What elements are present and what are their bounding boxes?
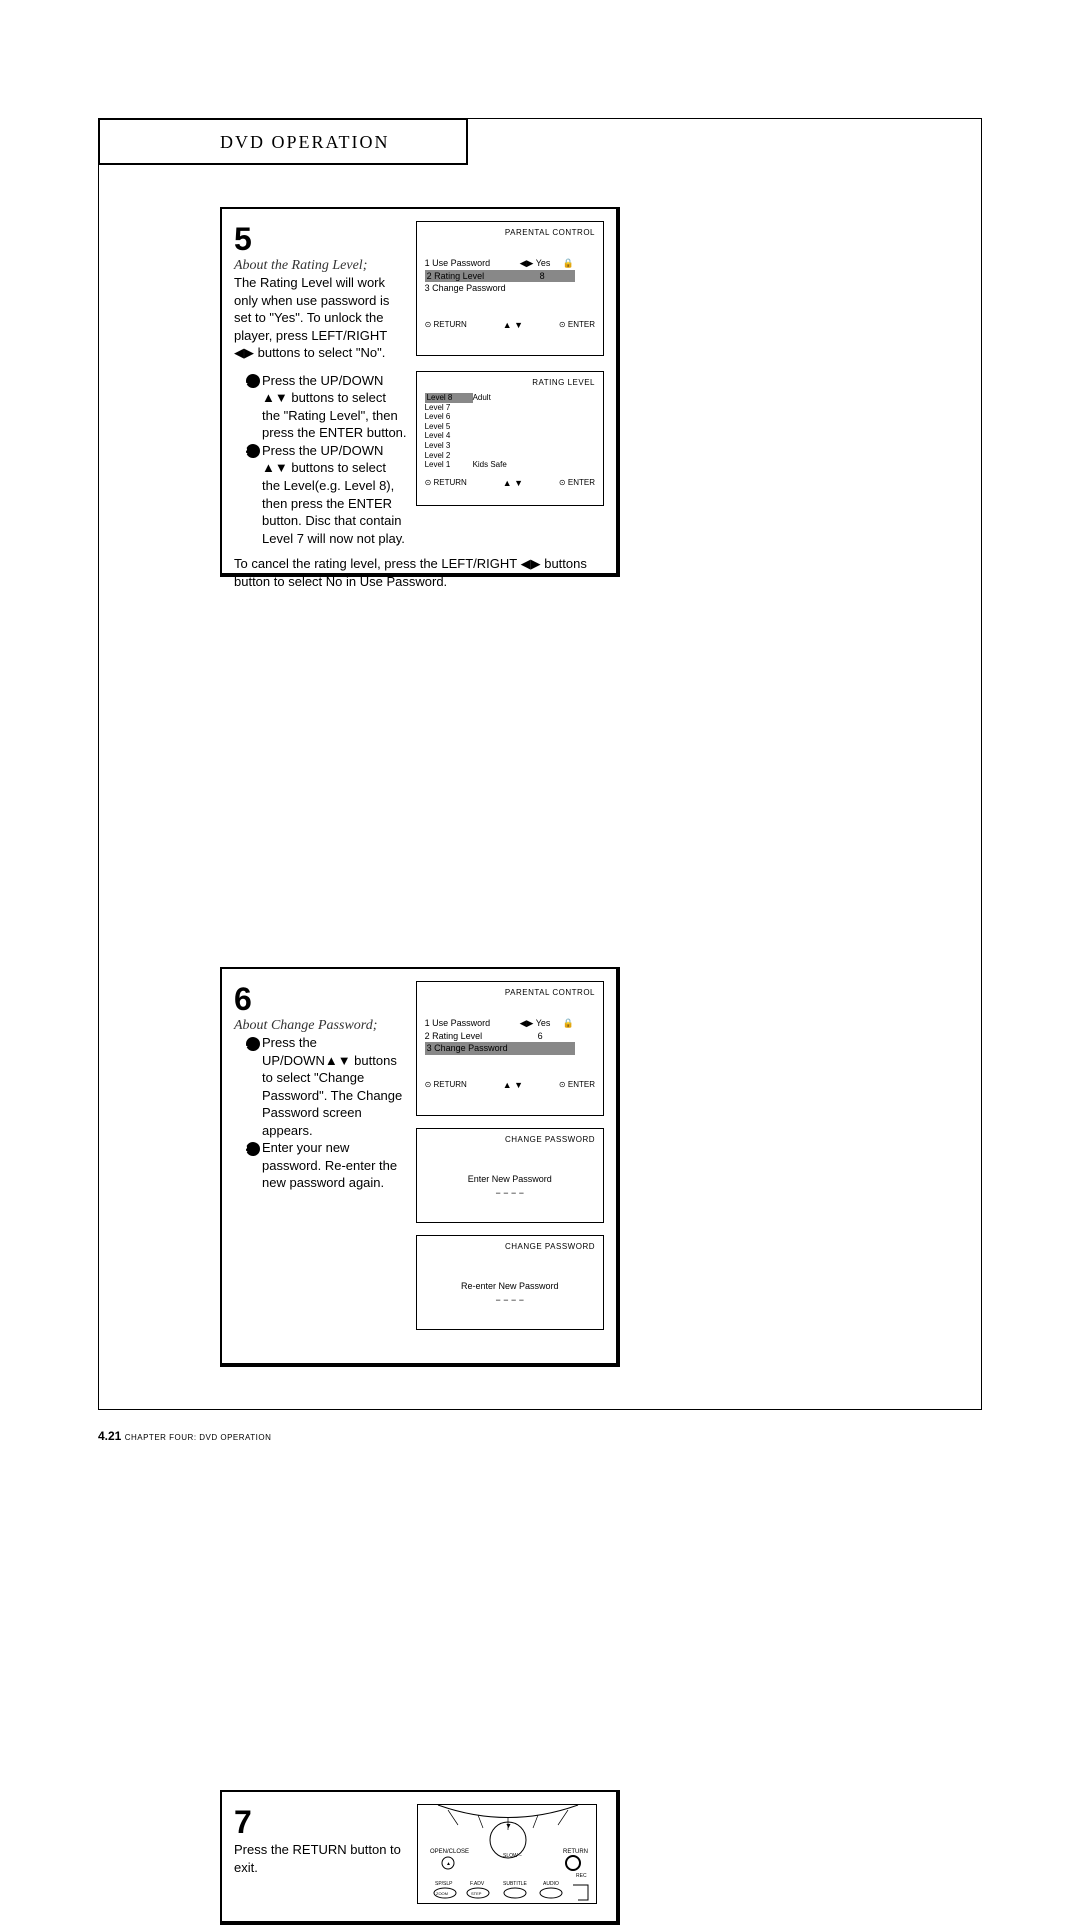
svg-text:RETURN: RETURN bbox=[563, 1849, 588, 1855]
svg-text:OPEN/CLOSE: OPEN/CLOSE bbox=[430, 1849, 469, 1855]
svg-text:SUBTITLE: SUBTITLE bbox=[503, 1881, 528, 1887]
osd2-title: RATING LEVEL bbox=[425, 378, 595, 387]
svg-text:F.ADV: F.ADV bbox=[470, 1881, 485, 1887]
osd6-2-title: CHANGE PASSWORD bbox=[425, 1135, 595, 1144]
osd6-3-title: CHANGE PASSWORD bbox=[425, 1242, 595, 1251]
step-6-number: 6 bbox=[234, 981, 408, 1018]
step-5-body1: The Rating Level will work only when use… bbox=[234, 274, 408, 362]
step-7-number: 7 bbox=[234, 1804, 409, 1841]
header-text: DVD OPERATION bbox=[220, 132, 390, 152]
arrows-icon: ▲ ▼ bbox=[503, 320, 523, 330]
enter-label: ⊙ ENTER bbox=[559, 320, 595, 329]
chapter-label: CHAPTER FOUR: DVD OPERATION bbox=[125, 1433, 272, 1442]
return-label: ⊙ RETURN bbox=[425, 478, 467, 487]
bullet-num-1-icon: 1 bbox=[246, 374, 260, 388]
osd-rating-level: RATING LEVEL Level 8Adult Level 7 Level … bbox=[416, 371, 604, 506]
osd-change-password-1: CHANGE PASSWORD Enter New Password − − −… bbox=[416, 1128, 604, 1223]
bullet-num-1-icon: 1 bbox=[246, 1037, 260, 1051]
arrows-icon: ▲ ▼ bbox=[503, 478, 523, 488]
svg-text:AUDIO: AUDIO bbox=[543, 1881, 559, 1887]
step-5-bullet-1: 1Press the UP/DOWN ▲▼ buttons to select … bbox=[234, 372, 408, 442]
svg-text:STEP: STEP bbox=[471, 1891, 482, 1896]
return-label: ⊙ RETURN bbox=[425, 320, 467, 329]
section-header: DVD OPERATION bbox=[98, 118, 468, 165]
svg-text:REC: REC bbox=[576, 1873, 587, 1879]
step-5-number: 5 bbox=[234, 221, 408, 258]
step-7-card: 7 Press the RETURN button to exit. OPEN/… bbox=[220, 1790, 620, 1925]
lock-icon: 🔒 bbox=[562, 1017, 573, 1030]
svg-text:ZOOM: ZOOM bbox=[436, 1891, 448, 1896]
step-5-bullet-2: 2Press the UP/DOWN ▲▼ buttons to select … bbox=[234, 442, 408, 547]
page-footer: 4.21 CHAPTER FOUR: DVD OPERATION bbox=[98, 1429, 271, 1443]
osd1-title: PARENTAL CONTROL bbox=[425, 228, 595, 237]
osd6-1-title: PARENTAL CONTROL bbox=[425, 988, 595, 997]
remote-svg-icon: OPEN/CLOSE ▲ RETURN REC SLOW − ▼ SP/SLP … bbox=[418, 1805, 598, 1905]
page-number: 4.21 bbox=[98, 1429, 121, 1443]
bullet-num-2-icon: 2 bbox=[246, 1142, 260, 1156]
osd-parental-control-2: PARENTAL CONTROL 1 Use Password◀▶ Yes🔒 2… bbox=[416, 981, 604, 1116]
svg-text:▼: ▼ bbox=[505, 1823, 512, 1830]
bullet-num-2-icon: 2 bbox=[246, 444, 260, 458]
svg-text:SP/SLP: SP/SLP bbox=[435, 1881, 453, 1887]
step-6-heading: About Change Password; bbox=[234, 1018, 408, 1034]
svg-text:▲: ▲ bbox=[446, 1861, 451, 1867]
remote-diagram: OPEN/CLOSE ▲ RETURN REC SLOW − ▼ SP/SLP … bbox=[417, 1804, 597, 1904]
step-6-bullet-2: 2Enter your new password. Re-enter the n… bbox=[234, 1139, 408, 1192]
lock-icon: 🔒 bbox=[562, 257, 573, 270]
step-5-card: 5 About the Rating Level; The Rating Lev… bbox=[220, 207, 620, 577]
osd-change-password-2: CHANGE PASSWORD Re-enter New Password − … bbox=[416, 1235, 604, 1330]
osd-parental-control-1: PARENTAL CONTROL 1 Use Password◀▶ Yes🔒 2… bbox=[416, 221, 604, 356]
enter-label: ⊙ ENTER bbox=[559, 478, 595, 487]
step-5-heading: About the Rating Level; bbox=[234, 258, 408, 274]
step-6-card: 6 About Change Password; 1Press the UP/D… bbox=[220, 967, 620, 1367]
step-5-footer-text: To cancel the rating level, press the LE… bbox=[234, 555, 604, 590]
step-7-body: Press the RETURN button to exit. bbox=[234, 1841, 409, 1876]
step-6-bullet-1: 1Press the UP/DOWN▲▼ buttons to select "… bbox=[234, 1034, 408, 1139]
